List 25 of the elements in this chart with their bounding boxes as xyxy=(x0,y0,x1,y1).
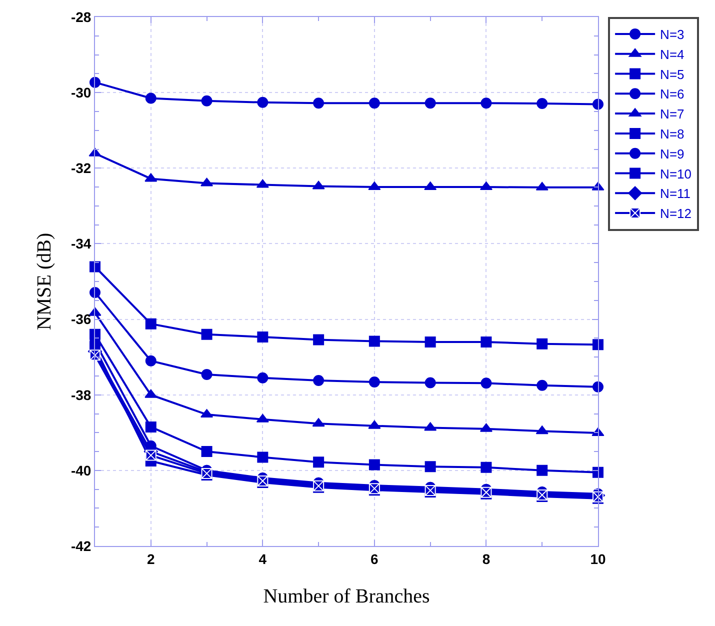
y-tick-label: -38 xyxy=(70,386,92,403)
y-tick-label: -30 xyxy=(70,84,92,100)
x-tick-label: 4 xyxy=(258,550,267,567)
y-tick-label: -36 xyxy=(70,311,92,328)
x-axis-title: Number of Branches xyxy=(263,585,430,608)
y-axis-title: NMSE (dB) xyxy=(33,232,56,330)
x-tick-label: 6 xyxy=(370,550,379,567)
legend-label: N=10 xyxy=(660,166,692,182)
x-tick-label: 8 xyxy=(482,550,490,567)
y-tick-label: -32 xyxy=(70,160,92,176)
legend-label: N=11 xyxy=(660,186,691,202)
x-tick-label: 2 xyxy=(146,550,155,567)
legend-label: N=3 xyxy=(660,27,684,42)
legend-label: N=7 xyxy=(660,106,684,122)
legend-label: N=8 xyxy=(660,126,684,142)
legend-label: N=5 xyxy=(660,66,684,82)
legend-label: N=9 xyxy=(660,146,684,162)
y-tick-label: -34 xyxy=(70,236,92,252)
legend-label: N=6 xyxy=(660,86,684,102)
legend-label: N=4 xyxy=(660,46,684,62)
legend-label: N=12 xyxy=(660,206,692,222)
y-tick-label: -28 xyxy=(70,8,92,25)
y-tick-label: -40 xyxy=(70,462,92,478)
y-tick-label: -42 xyxy=(70,538,92,554)
x-tick-label: 10 xyxy=(590,550,606,567)
